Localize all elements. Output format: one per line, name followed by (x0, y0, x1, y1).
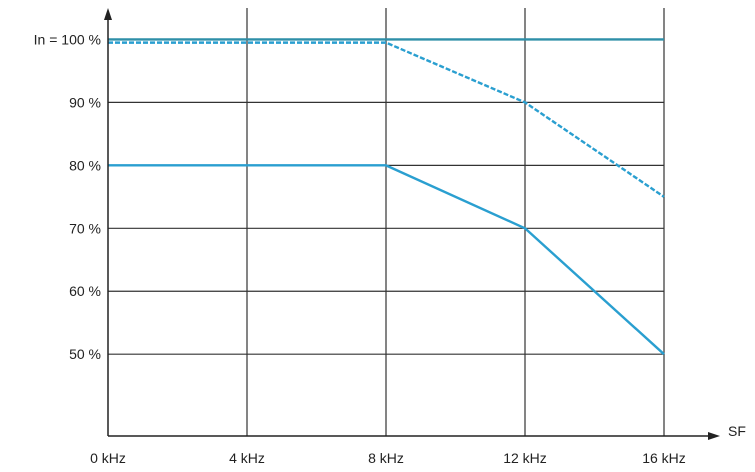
y-axis-arrow (104, 8, 112, 20)
y-tick-label: 60 % (69, 283, 101, 299)
x-tick-label: 8 kHz (368, 450, 404, 466)
grid (108, 8, 664, 436)
axes (104, 8, 720, 440)
x-tick-label: 12 kHz (503, 450, 547, 466)
y-tick-label: 90 % (69, 94, 101, 110)
y-tick-label: In = 100 % (34, 31, 101, 47)
tick-labels: 0 kHz 4 kHz 8 kHz 12 kHz 16 kHz 50 % 60 % 70 % 8… (34, 31, 686, 466)
x-axis-title: SF (728, 423, 746, 439)
x-tick-label: 16 kHz (642, 450, 686, 466)
x-tick-label: 4 kHz (229, 450, 265, 466)
y-tick-label: 80 % (69, 157, 101, 173)
x-tick-label: 0 kHz (90, 450, 126, 466)
x-axis-arrow (708, 432, 720, 440)
y-tick-label: 50 % (69, 346, 101, 362)
y-tick-label: 70 % (69, 220, 101, 236)
